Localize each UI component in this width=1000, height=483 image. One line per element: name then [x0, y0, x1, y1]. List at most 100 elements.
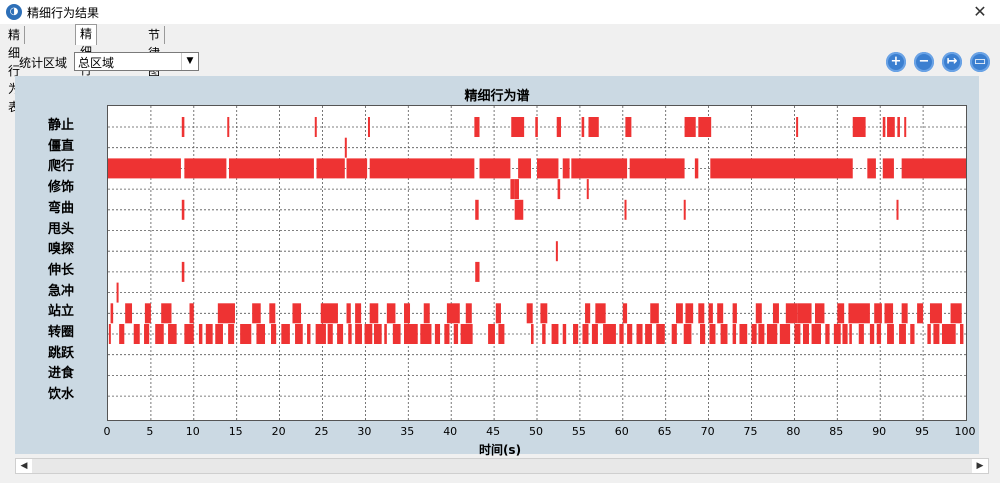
event-bar-10 [683, 324, 692, 344]
region-select-value: 总区域 [78, 56, 115, 70]
event-bar-10 [551, 324, 559, 344]
scroll-left-icon[interactable]: ◀ [16, 459, 32, 473]
x-axis-label: 时间(s) [478, 443, 522, 457]
event-bar-9 [346, 303, 351, 324]
event-bar-10 [404, 324, 418, 344]
event-bar-2 [629, 158, 685, 179]
x-tick-label: 25 [314, 425, 329, 438]
y-tick-label: 修饰 [48, 180, 75, 196]
event-bar-9 [901, 303, 908, 324]
event-bar-9 [732, 303, 737, 324]
event-bar-2 [108, 158, 181, 179]
event-bar-9 [369, 303, 379, 324]
event-bar-10 [619, 324, 624, 344]
event-bar-2 [901, 158, 966, 179]
event-bar-9 [874, 303, 882, 324]
scroll-right-icon[interactable]: ▶ [972, 459, 988, 473]
event-bar-10 [656, 324, 665, 344]
x-tick-label: 5 [146, 425, 154, 438]
event-bar-9 [848, 303, 870, 324]
event-bar-10 [720, 324, 728, 344]
event-bar-0 [581, 117, 585, 137]
event-bar-3 [557, 179, 561, 200]
x-tick-label: 45 [486, 425, 501, 438]
event-bar-9 [189, 303, 194, 324]
y-tick-label: 饮水 [48, 387, 75, 403]
zoom-in-icon[interactable]: + [886, 52, 906, 72]
app-logo-icon: ◑ [6, 4, 22, 20]
close-button[interactable]: ✕ [973, 2, 987, 21]
event-bar-4 [624, 199, 627, 220]
event-bar-0 [556, 117, 562, 137]
horizontal-scrollbar[interactable]: ◀ ▶ [15, 458, 989, 474]
region-select[interactable]: 总区域 ▼ [74, 52, 199, 71]
zoom-out-icon[interactable]: − [914, 52, 934, 72]
x-tick-label: 40 [443, 425, 458, 438]
y-tick-label: 僵直 [48, 138, 75, 154]
tab-rhythm-chart[interactable]: 节律图 [144, 26, 166, 78]
event-bar-10 [315, 324, 326, 344]
event-bar-10 [825, 324, 830, 344]
event-bar-10 [453, 324, 459, 344]
tab-behavior-spectrum[interactable]: 精细行为谱 [75, 24, 98, 113]
event-bar-8 [116, 282, 119, 303]
event-bar-2 [562, 158, 570, 179]
event-bar-0 [474, 117, 480, 137]
event-bar-10 [899, 324, 906, 344]
window-title: 精细行为结果 [27, 6, 100, 20]
event-bar-10 [927, 324, 931, 344]
event-bar-10 [573, 324, 579, 344]
event-bar-0 [852, 117, 866, 137]
event-bar-10 [384, 324, 387, 344]
event-bar-0 [698, 117, 712, 137]
event-bar-0 [367, 117, 370, 137]
event-bar-9 [622, 303, 628, 324]
event-bar-4 [514, 199, 524, 220]
event-bar-0 [181, 117, 185, 137]
event-bar-9 [950, 303, 962, 324]
event-bar-10 [119, 324, 125, 344]
event-bar-0 [897, 117, 900, 137]
event-bar-0 [904, 117, 907, 137]
event-bar-9 [110, 303, 114, 324]
event-bar-10 [155, 324, 164, 344]
event-bar-10 [876, 324, 882, 344]
y-tick-label: 弯曲 [48, 200, 75, 216]
event-bar-4 [181, 199, 185, 220]
event-bar-10 [910, 324, 915, 344]
chevron-down-icon[interactable]: ▼ [181, 53, 198, 70]
event-bar-2 [710, 158, 853, 179]
event-bar-10 [198, 324, 203, 344]
x-tick-label: 10 [185, 425, 200, 438]
event-bar-4 [475, 199, 479, 220]
event-bar-9 [772, 303, 779, 324]
reset-zoom-icon[interactable]: ↦ [942, 52, 962, 72]
event-bar-10 [392, 324, 401, 344]
event-bar-9 [717, 303, 724, 324]
event-bar-2 [867, 158, 876, 179]
event-bar-10 [168, 324, 177, 344]
event-bar-10 [348, 324, 352, 344]
x-tick-label: 100 [954, 425, 976, 438]
y-tick-label: 急冲 [48, 283, 75, 299]
event-bar-9 [884, 303, 894, 324]
save-icon[interactable]: ▭ [970, 52, 990, 72]
tab-behavior-table[interactable]: 精细行为表 [4, 26, 26, 114]
event-bar-2 [184, 158, 227, 179]
event-bar-10 [869, 324, 875, 344]
event-bar-7 [475, 261, 480, 282]
event-bar-0 [588, 117, 599, 137]
event-bar-10 [627, 324, 633, 344]
y-tick-label: 爬行 [48, 159, 75, 175]
event-bar-2 [228, 158, 314, 179]
y-tick-label: 进食 [48, 366, 75, 382]
event-bar-9 [595, 303, 606, 324]
event-bar-4 [683, 199, 686, 220]
event-bar-2 [537, 158, 559, 179]
event-bar-9 [685, 303, 694, 324]
event-bar-9 [355, 303, 362, 324]
event-bar-10 [732, 324, 737, 344]
event-bar-10 [858, 324, 864, 344]
event-bar-10 [295, 324, 303, 344]
event-bar-10 [794, 324, 801, 344]
